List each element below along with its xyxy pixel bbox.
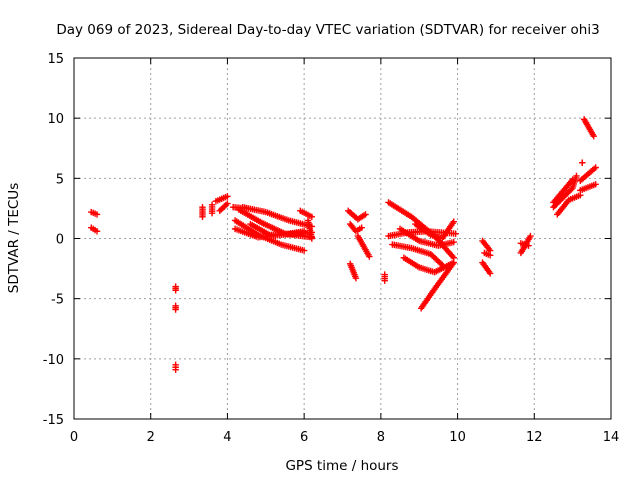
data-point	[573, 172, 580, 180]
data-point	[358, 224, 365, 231]
data-point	[172, 306, 179, 313]
data-point	[568, 186, 575, 193]
x-tick-label: 14	[603, 430, 620, 445]
data-points	[88, 116, 599, 373]
data-track	[412, 218, 457, 242]
data-point	[362, 211, 369, 218]
data-track	[172, 361, 179, 373]
data-track	[481, 249, 494, 259]
data-point	[208, 210, 216, 217]
data-track	[417, 259, 457, 312]
data-track	[212, 193, 231, 205]
data-track	[88, 224, 101, 235]
y-axis-label: SDTVAR / TECUs	[6, 183, 22, 293]
x-tick-label: 8	[377, 430, 385, 445]
data-point	[224, 193, 231, 200]
data-point	[300, 247, 308, 254]
data-point	[450, 238, 457, 246]
data-point	[199, 213, 206, 221]
data-track	[304, 217, 316, 242]
data-point	[308, 235, 316, 242]
data-point	[569, 176, 576, 183]
data-track	[580, 116, 597, 140]
data-track	[345, 207, 369, 223]
data-point	[93, 228, 101, 235]
x-tick-label: 10	[449, 430, 466, 445]
data-point	[224, 200, 231, 207]
y-tick-label: 0	[56, 233, 64, 248]
data-point	[93, 211, 101, 218]
data-track	[88, 208, 101, 218]
data-track	[208, 201, 216, 217]
data-track	[396, 225, 457, 249]
data-track	[550, 176, 576, 206]
data-point	[172, 366, 179, 373]
data-track	[381, 271, 388, 284]
y-tick-label: -5	[51, 293, 64, 308]
data-point	[172, 287, 179, 294]
data-track	[172, 302, 179, 313]
data-point	[381, 277, 388, 284]
x-axis-label: GPS time / hours	[285, 458, 398, 474]
data-track	[579, 159, 586, 166]
y-tick-label: -15	[43, 413, 64, 428]
data-track	[235, 206, 316, 241]
data-point	[308, 213, 316, 221]
data-point	[352, 275, 360, 282]
data-point	[592, 164, 599, 171]
plot-frame	[73, 57, 612, 420]
data-track	[389, 241, 446, 269]
data-point	[450, 259, 457, 266]
data-point	[590, 133, 597, 140]
data-point	[592, 181, 599, 188]
data-track	[554, 191, 584, 218]
data-track	[297, 207, 316, 221]
data-track	[577, 181, 599, 194]
data-track	[346, 220, 365, 235]
data-track	[517, 240, 532, 249]
data-track	[354, 232, 373, 260]
y-tick-label: 10	[47, 112, 64, 127]
data-track	[216, 200, 231, 215]
y-tick-label: -10	[43, 353, 64, 368]
chart-title: Day 069 of 2023, Sidereal Day-to-day VTE…	[56, 22, 599, 38]
data-track	[479, 259, 494, 277]
x-tick-label: 4	[223, 430, 231, 445]
y-tick-label: 15	[47, 52, 64, 67]
x-tick-label: 6	[300, 430, 308, 445]
data-track	[199, 204, 206, 221]
x-tick-label: 0	[70, 430, 78, 445]
data-point	[366, 253, 373, 260]
data-track	[577, 164, 599, 184]
data-track	[247, 220, 308, 239]
y-tick-label: 5	[56, 172, 64, 187]
data-point	[527, 232, 534, 240]
x-tick-label: 2	[147, 430, 155, 445]
data-track	[231, 217, 308, 254]
axis-ticks: 0 2 4 6 8 10 12 14 15 10 5 0 -5 -10 -15	[43, 52, 620, 445]
data-track	[172, 283, 179, 294]
data-point	[486, 270, 494, 277]
data-point	[300, 228, 308, 235]
data-point	[450, 218, 457, 225]
data-track	[346, 260, 360, 282]
data-point	[525, 242, 532, 249]
data-point	[486, 252, 494, 259]
x-tick-label: 12	[526, 430, 543, 445]
data-point	[579, 159, 586, 166]
data-point	[452, 230, 459, 237]
